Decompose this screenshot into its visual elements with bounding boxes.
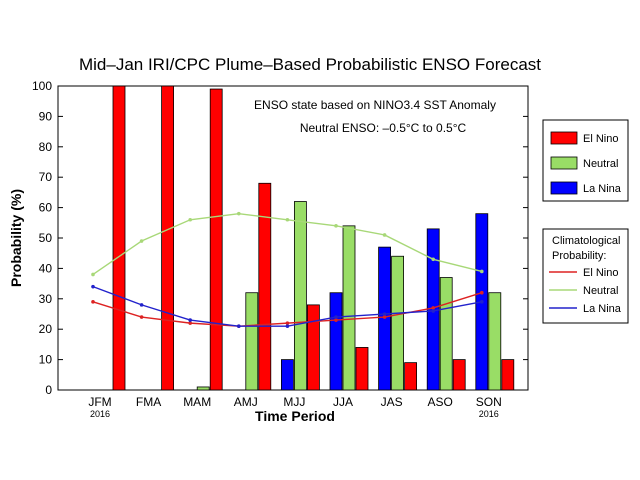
- climatology-point-el-nino: [91, 300, 95, 304]
- legend-label-la-nina: La Nina: [583, 183, 622, 195]
- y-tick-label: 0: [45, 383, 52, 397]
- x-tick-label: AMJ: [234, 395, 258, 409]
- climatology-point-la-nina: [237, 324, 241, 328]
- climatology-point-el-nino: [334, 318, 338, 322]
- x-tick-sublabel: 2016: [479, 409, 499, 419]
- bar-el-nino: [306, 304, 320, 391]
- legend-label-neutral: Neutral: [583, 158, 618, 170]
- x-tick-label: JFM: [88, 395, 111, 409]
- climatology-point-neutral: [382, 233, 387, 237]
- climatology-point-el-nino: [139, 315, 144, 319]
- legend-swatch-la-nina: [550, 181, 578, 195]
- climatology-legend-label-el-nino: El Nino: [583, 267, 618, 279]
- climatology-point-la-nina: [91, 284, 95, 289]
- climatology-point-la-nina: [334, 315, 338, 319]
- climatology-point-el-nino: [382, 315, 387, 319]
- climatology-point-el-nino: [480, 290, 484, 295]
- climatology-point-neutral: [91, 272, 95, 277]
- chart-title: Mid–Jan IRI/CPC Plume–Based Probabilisti…: [79, 55, 541, 74]
- bar-neutral: [293, 201, 307, 391]
- y-tick-label: 40: [39, 261, 53, 275]
- climatology-point-la-nina: [188, 318, 192, 322]
- x-tick-label: SON: [476, 395, 502, 409]
- climatology-point-el-nino: [188, 321, 192, 325]
- climatology-legend-label-neutral: Neutral: [583, 285, 618, 297]
- bar-neutral: [391, 255, 405, 391]
- bar-el-nino: [112, 85, 126, 391]
- bar-el-nino: [501, 359, 515, 391]
- x-tick-label: MAM: [183, 395, 211, 409]
- climatology-legend-label-la-nina: La Nina: [583, 303, 622, 315]
- legend: El Nino Neutral La Nina Climatological Proba…: [542, 119, 629, 324]
- bar-la-nina: [329, 292, 343, 391]
- annotation-line-2: Neutral ENSO: –0.5°C to 0.5°C: [300, 121, 467, 135]
- x-tick-label: JAS: [381, 395, 403, 409]
- y-tick-label: 20: [39, 322, 53, 336]
- climatology-point-neutral: [431, 257, 436, 262]
- climatology-line-neutral: [92, 212, 482, 276]
- y-tick-label: 70: [39, 170, 53, 184]
- bar-el-nino: [355, 347, 369, 391]
- y-tick-label: 30: [39, 292, 53, 306]
- bar-neutral: [439, 277, 453, 391]
- bar-el-nino: [258, 182, 272, 391]
- bar-neutral: [342, 225, 356, 391]
- climatology-point-neutral: [285, 217, 290, 222]
- climatology-legend-title: Climatological: [552, 235, 620, 247]
- y-tick-label: 50: [39, 231, 53, 245]
- y-tick-label: 100: [32, 79, 52, 93]
- climatology-point-neutral: [237, 211, 241, 216]
- climatology-point-neutral: [480, 269, 484, 274]
- x-tick-label: JJA: [333, 395, 353, 409]
- climatology-point-neutral: [334, 224, 338, 228]
- climatology-point-la-nina: [382, 312, 387, 316]
- x-tick-label: MJJ: [283, 395, 305, 409]
- y-tick-label: 80: [39, 140, 53, 154]
- bar-neutral: [196, 386, 210, 391]
- y-tick-label: 60: [39, 201, 53, 215]
- x-tick-label: ASO: [428, 395, 453, 409]
- bar-el-nino: [161, 85, 175, 391]
- y-axis-label: Probability (%): [8, 189, 24, 287]
- climatology-point-la-nina: [431, 309, 436, 313]
- bar-el-nino: [404, 362, 418, 391]
- climatology-line-la-nina: [92, 285, 482, 327]
- legend-swatch-neutral: [550, 156, 578, 170]
- climatology-point-neutral: [188, 217, 192, 222]
- x-tick-sublabel: 2016: [90, 409, 110, 419]
- climatology-point-el-nino: [285, 321, 290, 325]
- bar-neutral: [245, 292, 259, 391]
- climatology-point-la-nina: [480, 300, 484, 304]
- x-axis-label: Time Period: [255, 408, 335, 424]
- climatology-point-la-nina: [285, 324, 290, 328]
- y-tick-label: 90: [39, 109, 53, 123]
- bar-la-nina: [280, 359, 294, 391]
- legend-label-el-nino: El Nino: [583, 133, 618, 145]
- annotation-line-1: ENSO state based on NINO3.4 SST Anomaly: [254, 98, 496, 112]
- y-tick-label: 10: [39, 353, 53, 367]
- bar-el-nino: [209, 88, 223, 391]
- climatology-line-el-nino: [92, 292, 483, 327]
- climatology-point-la-nina: [139, 303, 144, 307]
- x-tick-label: FMA: [136, 395, 161, 409]
- bar-neutral: [488, 292, 502, 391]
- legend-swatch-el-nino: [550, 131, 578, 145]
- climatology-point-el-nino: [431, 306, 436, 310]
- climatology-legend-title-2: Probability:: [552, 250, 606, 262]
- bar-el-nino: [452, 359, 466, 391]
- climatology-point-neutral: [139, 239, 144, 243]
